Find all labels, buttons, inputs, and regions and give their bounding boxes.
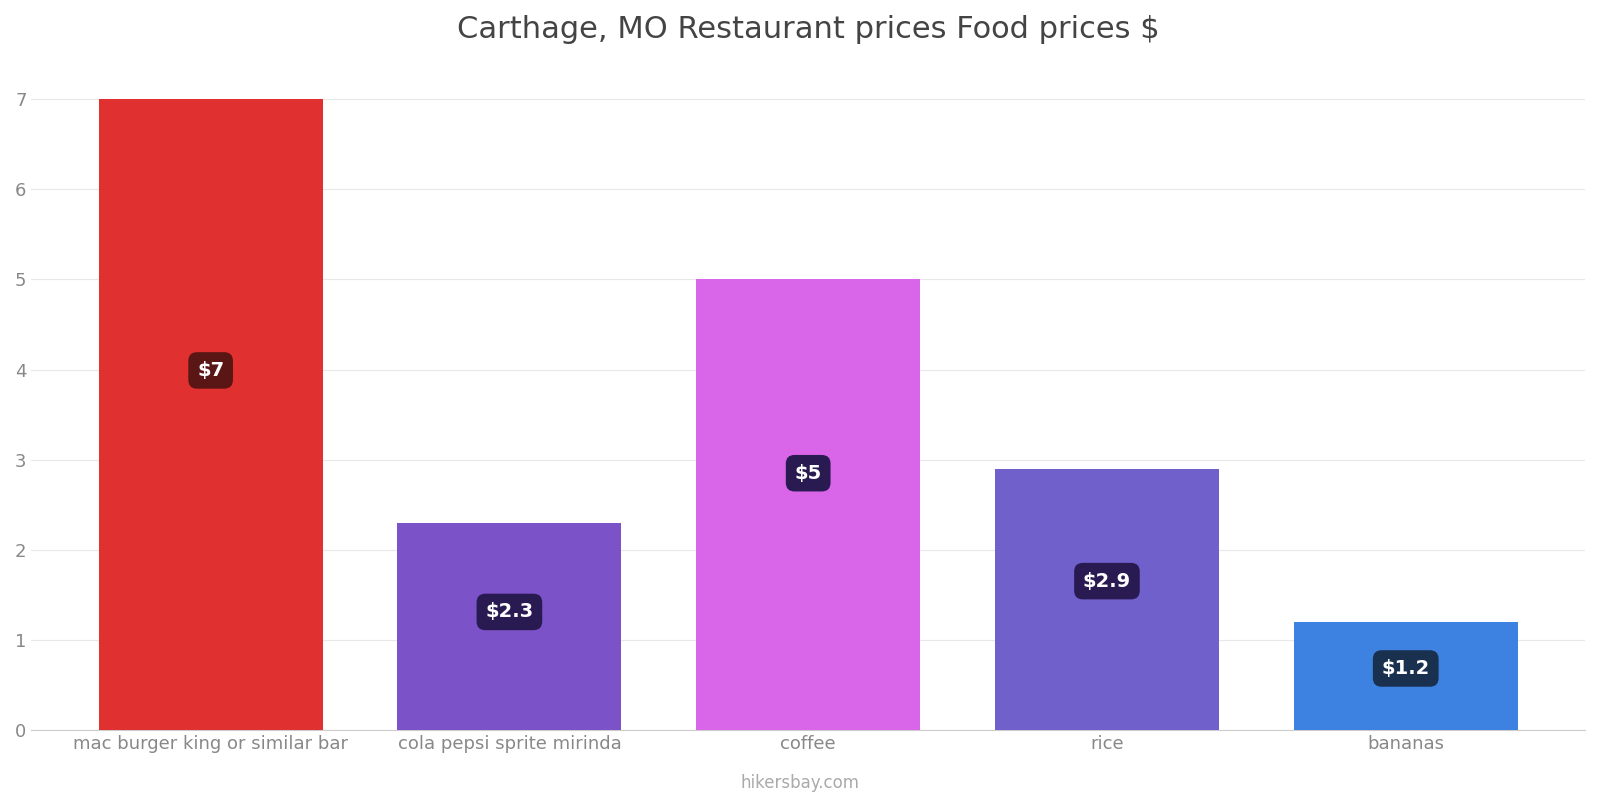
Title: Carthage, MO Restaurant prices Food prices $: Carthage, MO Restaurant prices Food pric… — [458, 15, 1160, 44]
Text: $7: $7 — [197, 361, 224, 380]
Text: $5: $5 — [795, 464, 822, 482]
Bar — [397, 522, 621, 730]
Bar — [995, 469, 1219, 730]
Bar — [99, 99, 323, 730]
Text: $2.9: $2.9 — [1083, 572, 1131, 590]
Text: $2.3: $2.3 — [485, 602, 533, 622]
Bar — [696, 279, 920, 730]
Bar — [1294, 622, 1518, 730]
Text: hikersbay.com: hikersbay.com — [741, 774, 859, 792]
Text: $1.2: $1.2 — [1382, 659, 1430, 678]
